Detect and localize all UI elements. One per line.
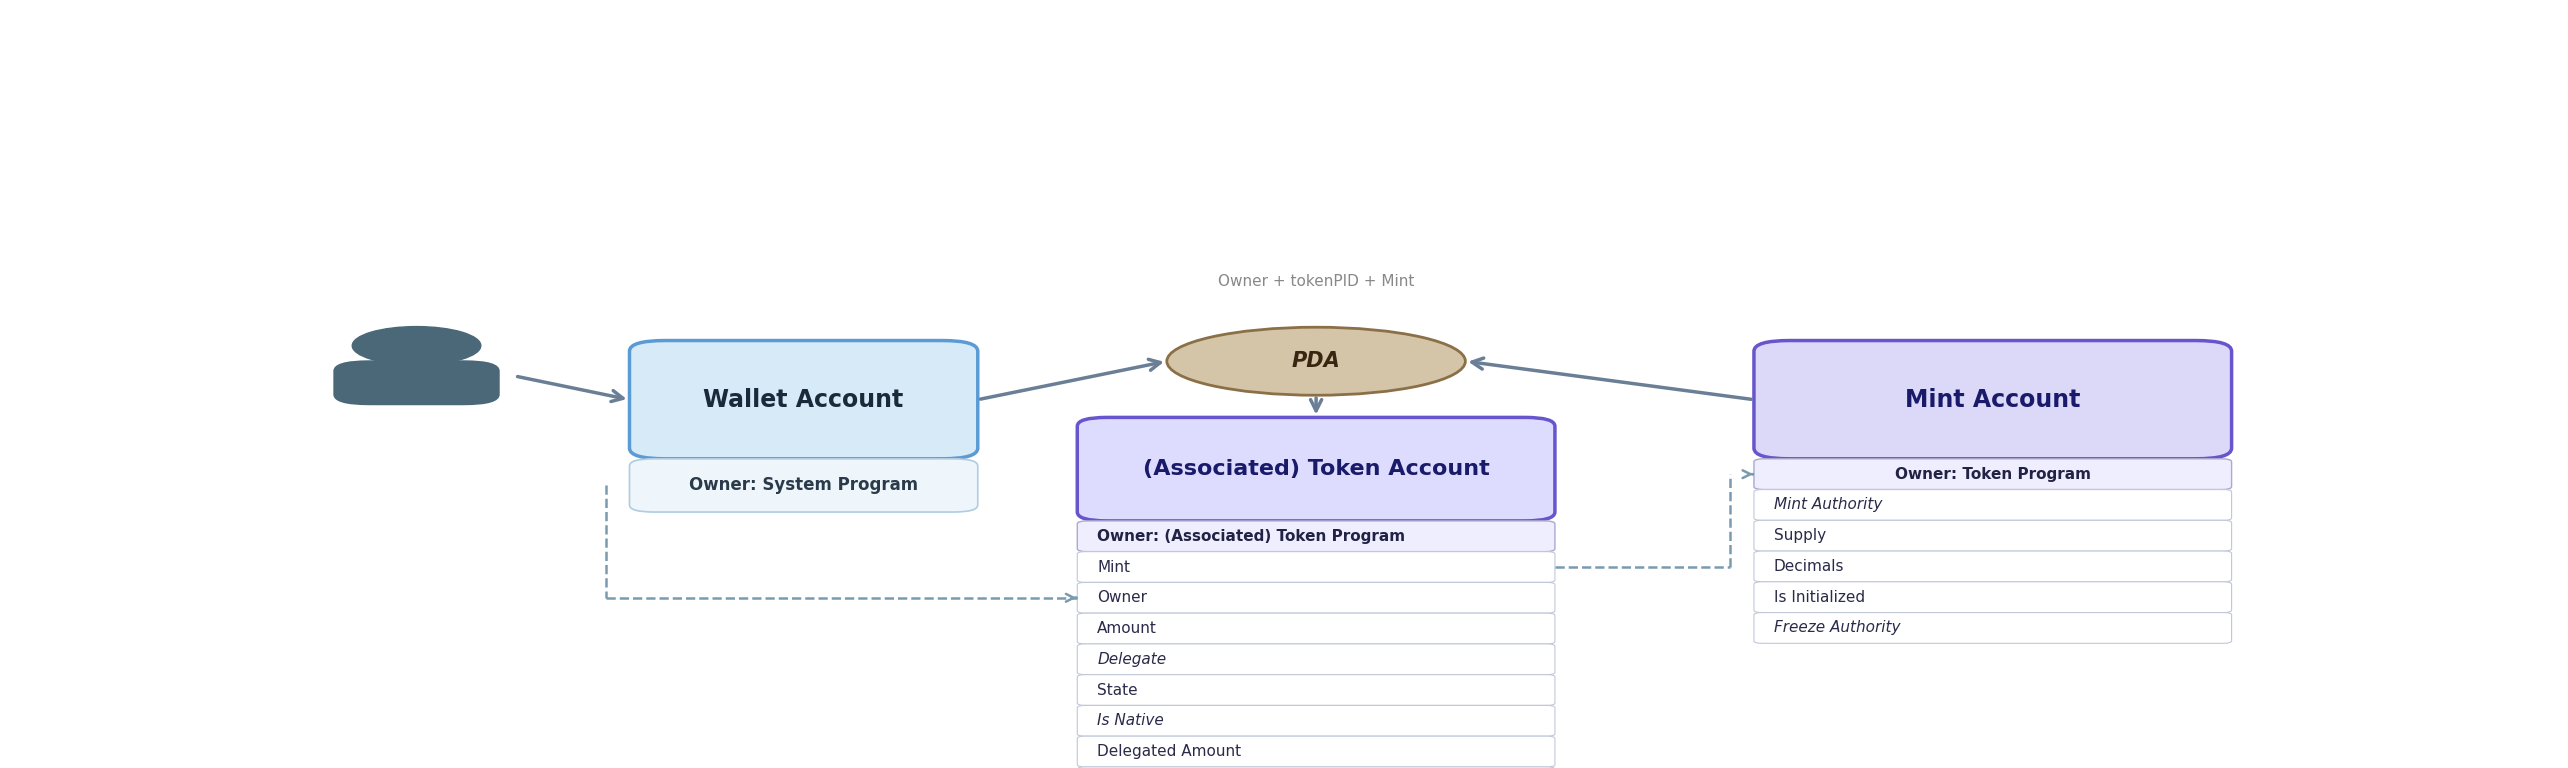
Ellipse shape bbox=[1166, 327, 1466, 396]
FancyBboxPatch shape bbox=[1079, 418, 1556, 521]
FancyBboxPatch shape bbox=[1079, 767, 1556, 768]
Text: Decimals: Decimals bbox=[1774, 559, 1844, 574]
Text: Owner: (Associated) Token Program: Owner: (Associated) Token Program bbox=[1097, 529, 1405, 544]
Text: Owner + tokenPID + Mint: Owner + tokenPID + Mint bbox=[1217, 274, 1415, 289]
FancyBboxPatch shape bbox=[1754, 520, 2232, 551]
Text: Owner: System Program: Owner: System Program bbox=[688, 476, 919, 495]
Text: Mint Account: Mint Account bbox=[1905, 388, 2080, 412]
Text: Is Native: Is Native bbox=[1097, 713, 1163, 728]
Text: Amount: Amount bbox=[1097, 621, 1158, 636]
Text: State: State bbox=[1097, 683, 1138, 697]
FancyBboxPatch shape bbox=[1754, 458, 2232, 489]
Text: Owner: Owner bbox=[1097, 591, 1148, 605]
Text: Wallet Account: Wallet Account bbox=[704, 388, 904, 412]
Text: Mint: Mint bbox=[1097, 560, 1130, 574]
FancyBboxPatch shape bbox=[1754, 551, 2232, 582]
FancyBboxPatch shape bbox=[629, 458, 978, 512]
FancyBboxPatch shape bbox=[1079, 674, 1556, 705]
Text: PDA: PDA bbox=[1292, 351, 1340, 371]
Circle shape bbox=[352, 326, 480, 365]
FancyBboxPatch shape bbox=[1079, 551, 1556, 582]
FancyBboxPatch shape bbox=[1754, 489, 2232, 520]
Text: Delegate: Delegate bbox=[1097, 652, 1166, 667]
FancyBboxPatch shape bbox=[1079, 644, 1556, 674]
Text: Delegated Amount: Delegated Amount bbox=[1097, 744, 1240, 759]
Text: Freeze Authority: Freeze Authority bbox=[1774, 621, 1900, 635]
Text: Is Initialized: Is Initialized bbox=[1774, 590, 1864, 604]
Text: (Associated) Token Account: (Associated) Token Account bbox=[1143, 459, 1489, 479]
FancyBboxPatch shape bbox=[1079, 705, 1556, 737]
Text: Supply: Supply bbox=[1774, 528, 1826, 543]
FancyBboxPatch shape bbox=[1754, 582, 2232, 613]
FancyBboxPatch shape bbox=[629, 340, 978, 458]
FancyBboxPatch shape bbox=[1754, 340, 2232, 458]
FancyBboxPatch shape bbox=[1079, 613, 1556, 644]
Text: Owner: Token Program: Owner: Token Program bbox=[1895, 467, 2090, 482]
Text: Mint Authority: Mint Authority bbox=[1774, 498, 1882, 512]
FancyBboxPatch shape bbox=[1754, 613, 2232, 644]
FancyBboxPatch shape bbox=[1079, 521, 1556, 551]
FancyBboxPatch shape bbox=[1079, 582, 1556, 613]
FancyBboxPatch shape bbox=[334, 360, 501, 406]
FancyBboxPatch shape bbox=[1079, 737, 1556, 767]
